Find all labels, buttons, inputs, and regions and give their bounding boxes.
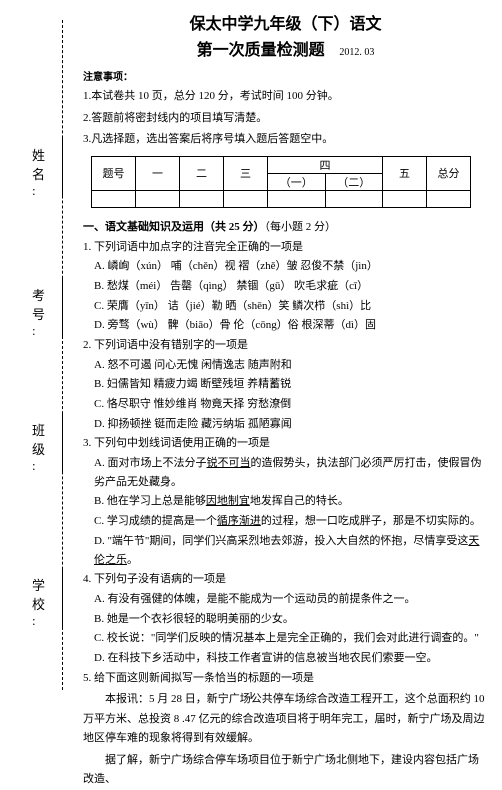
- section-1-note: （每小题 2 分）: [265, 221, 337, 233]
- th-2: 二: [180, 156, 224, 190]
- th-1: 一: [136, 156, 180, 190]
- q4-opt-c: C. 校长说："同学们反映的情况基本上是完全正确的，我们会对此进行调查的。": [83, 629, 488, 648]
- q1: 1. 下列词语中加点字的注音完全正确的一项是: [83, 238, 488, 257]
- q3-opt-c: C. 学习成绩的提高是一个循序渐进的过程，想一口吃成胖子，那是不切实际的。: [83, 512, 488, 531]
- th-4: 四: [268, 156, 383, 173]
- q2-opt-c: C. 恪尽职守 惟妙维肖 物竟天择 穷愁潦倒: [83, 395, 488, 414]
- q3-opt-a: A. 面对市场上不法分子锐不可当的造假势头，执法部门必须严厉打击，使假冒伪劣产品…: [83, 454, 488, 491]
- th-4-1: （一）: [268, 173, 326, 190]
- q3-opt-d: D. "端午节"期间，同学们兴高采烈地去郊游，投入大自然的怀抱，尽情享受这天伦之…: [83, 532, 488, 569]
- label-class: 班级:: [32, 420, 46, 474]
- th-5: 五: [383, 156, 427, 190]
- th-num: 题号: [92, 156, 136, 190]
- q4-opt-d: D. 在科技下乡活动中，科技工作者宣讲的信息被当地农民们索要一空。: [83, 649, 488, 668]
- q2-opt-a: A. 怒不可遏 问心无愧 闲情逸志 随声附和: [83, 356, 488, 375]
- label-school: 学校:: [32, 575, 46, 629]
- q3: 3. 下列句中划线词语使用正确的一项是: [83, 434, 488, 453]
- exam-date: 2012. 03: [339, 47, 374, 58]
- q2-opt-d: D. 抑扬顿挫 铤而走险 藏污纳垢 孤陋寡闻: [83, 415, 488, 434]
- section-1-heading: 一、语文基础知识及运用（共 25 分）（每小题 2 分）: [83, 218, 488, 234]
- page-number: 1: [0, 691, 502, 702]
- th-4-2: （二）: [325, 173, 383, 190]
- news-para-2: 据了解，新宁广场综合停车场项目位于新宁广场北侧地下，建设内容包括广场改造、: [83, 751, 488, 790]
- page-content: 保太中学九年级（下）语文 第一次质量检测题 2012. 03 注意事项： 1.本…: [83, 10, 488, 790]
- score-table: 题号 一 二 三 四 五 总分 （一） （二）: [91, 156, 471, 208]
- q2: 2. 下列词语中没有错别字的一项是: [83, 336, 488, 355]
- q3-opt-b: B. 他在学习上总是能够因地制宜地发挥自己的特长。: [83, 492, 488, 511]
- th-3: 三: [224, 156, 268, 190]
- page-title-2-wrap: 第一次质量检测题 2012. 03: [83, 36, 488, 60]
- q4-opt-b: B. 她是一个衣衫很轻的聪明美丽的少女。: [83, 610, 488, 629]
- page-title-1: 保太中学九年级（下）语文: [83, 10, 488, 34]
- label-name: 姓名:: [32, 145, 46, 199]
- th-total: 总分: [427, 156, 471, 190]
- seal-line: [62, 20, 63, 690]
- q1-opt-c: C. 荣膺（yīn） 诘（jié）勒 晒（shēn）笑 鳞次栉（shì）比: [83, 297, 488, 316]
- notice-2: 2.答题前将密封线内的项目填写清楚。: [83, 110, 488, 127]
- q4-opt-a: A. 有没有强健的体魄，是能不能成为一个运动员的前提条件之一。: [83, 590, 488, 609]
- q1-opt-d: D. 旁骛（wù） 髀（biāo）骨 伦（cōng）俗 根深蒂（dì）固: [83, 316, 488, 335]
- q5: 5. 给下面这则新闻拟写一条恰当的标题的一项是: [83, 669, 488, 688]
- page-title-2: 第一次质量检测题: [197, 42, 325, 59]
- q1-opt-a: A. 嶙峋（xún） 哺（chěn）视 褶（zhě）皱 忍俊不禁（jìn）: [83, 257, 488, 276]
- q4: 4. 下列句子没有语病的一项是: [83, 570, 488, 589]
- notice-1: 1.本试卷共 10 页，总分 120 分，考试时间 100 分钟。: [83, 88, 488, 105]
- q2-opt-b: B. 妇儒皆知 精疲力竭 断壁残垣 养精蓄锐: [83, 375, 488, 394]
- label-examno: 考号:: [32, 285, 46, 339]
- notice-3: 3.凡选择题，选出答案后将序号填入题后答题空中。: [83, 131, 488, 148]
- table-row: [92, 190, 471, 207]
- q1-opt-b: B. 愁煤（méi） 告罄（qìng） 禁锢（gū） 吹毛求疵（cī）: [83, 277, 488, 296]
- section-1-title: 一、语文基础知识及运用（共 25 分）: [83, 221, 265, 233]
- notice-heading: 注意事项：: [83, 68, 488, 83]
- table-row: 题号 一 二 三 四 五 总分: [92, 156, 471, 173]
- binding-margin: 姓名: 考号: 班级: 学校:: [22, 0, 72, 708]
